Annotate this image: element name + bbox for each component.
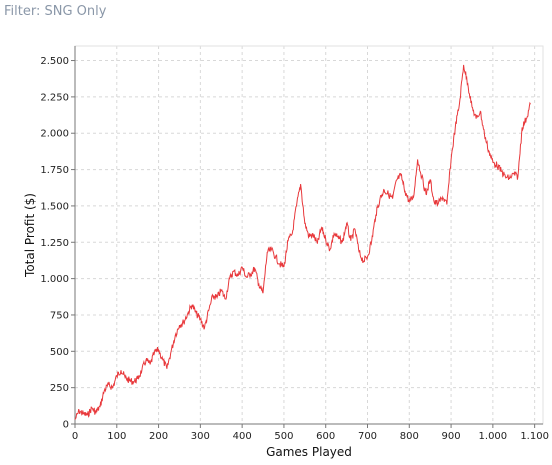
y-axis: 0 250 500 750 1.000 1.250 1.500 1.750 2.000 2.250…: [40, 46, 76, 431]
series-line: [74, 64, 531, 420]
x-tick-label: 200: [149, 431, 168, 442]
x-tick-label: 400: [233, 431, 252, 442]
y-tick-label: 750: [50, 310, 69, 321]
y-tick-label: 2.000: [40, 129, 69, 140]
y-tick-label: 2.500: [40, 56, 69, 67]
y-axis-title: Total Profit ($): [23, 193, 37, 278]
x-axis-title: Games Played: [266, 445, 352, 459]
x-tick-label: 800: [400, 431, 419, 442]
x-axis: 0 100 200 300 400 500 600 700 800 900 1.000 1.100: [72, 423, 549, 442]
x-tick-label: 900: [442, 431, 461, 442]
y-tick-label: 1.000: [40, 274, 69, 285]
x-tick-label: 1.100: [520, 431, 549, 442]
chart-grid: [74, 46, 543, 425]
y-tick-label: 1.500: [40, 201, 69, 212]
y-tick-label: 0: [63, 420, 69, 431]
x-tick-label: 100: [107, 431, 126, 442]
y-tick-label: 500: [50, 347, 69, 358]
y-tick-label: 1.750: [40, 165, 69, 176]
x-tick-label: 500: [274, 431, 293, 442]
y-tick-label: 250: [50, 383, 69, 394]
y-tick-label: 1.250: [40, 238, 69, 249]
y-tick-label: 2.250: [40, 92, 69, 103]
x-tick-label: 700: [358, 431, 377, 442]
filter-label: Filter: SNG Only: [4, 4, 107, 19]
x-tick-label: 0: [72, 431, 78, 442]
x-tick-label: 1.000: [479, 431, 508, 442]
x-tick-label: 600: [316, 431, 335, 442]
x-tick-label: 300: [191, 431, 210, 442]
